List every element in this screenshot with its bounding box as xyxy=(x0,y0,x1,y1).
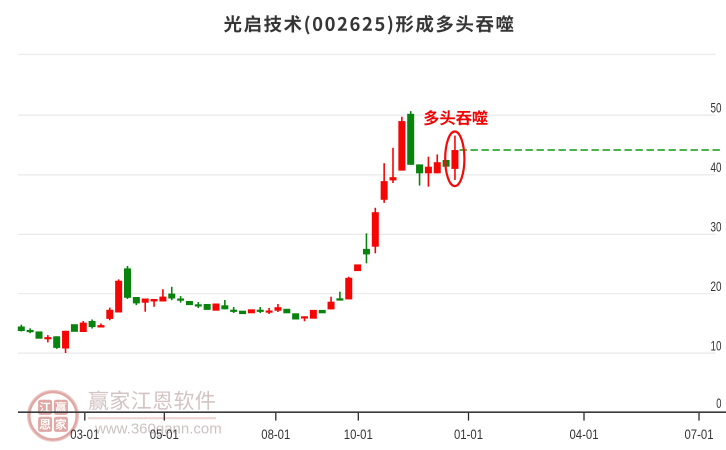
svg-text:10: 10 xyxy=(711,338,722,353)
svg-text:07-01: 07-01 xyxy=(685,427,714,442)
svg-text:03-01: 03-01 xyxy=(70,427,99,442)
svg-text:40: 40 xyxy=(711,160,722,175)
svg-text:20: 20 xyxy=(711,279,722,294)
svg-text:05-01: 05-01 xyxy=(150,427,179,442)
svg-text:08-01: 08-01 xyxy=(261,427,290,442)
svg-text:50: 50 xyxy=(711,101,722,116)
svg-text:0: 0 xyxy=(716,396,721,411)
svg-text:10-01: 10-01 xyxy=(344,427,373,442)
svg-text:04-01: 04-01 xyxy=(570,427,599,442)
svg-text:01-01: 01-01 xyxy=(454,427,483,442)
svg-text:30: 30 xyxy=(711,220,722,235)
svg-text:www.360gann.com: www.360gann.com xyxy=(94,420,222,437)
